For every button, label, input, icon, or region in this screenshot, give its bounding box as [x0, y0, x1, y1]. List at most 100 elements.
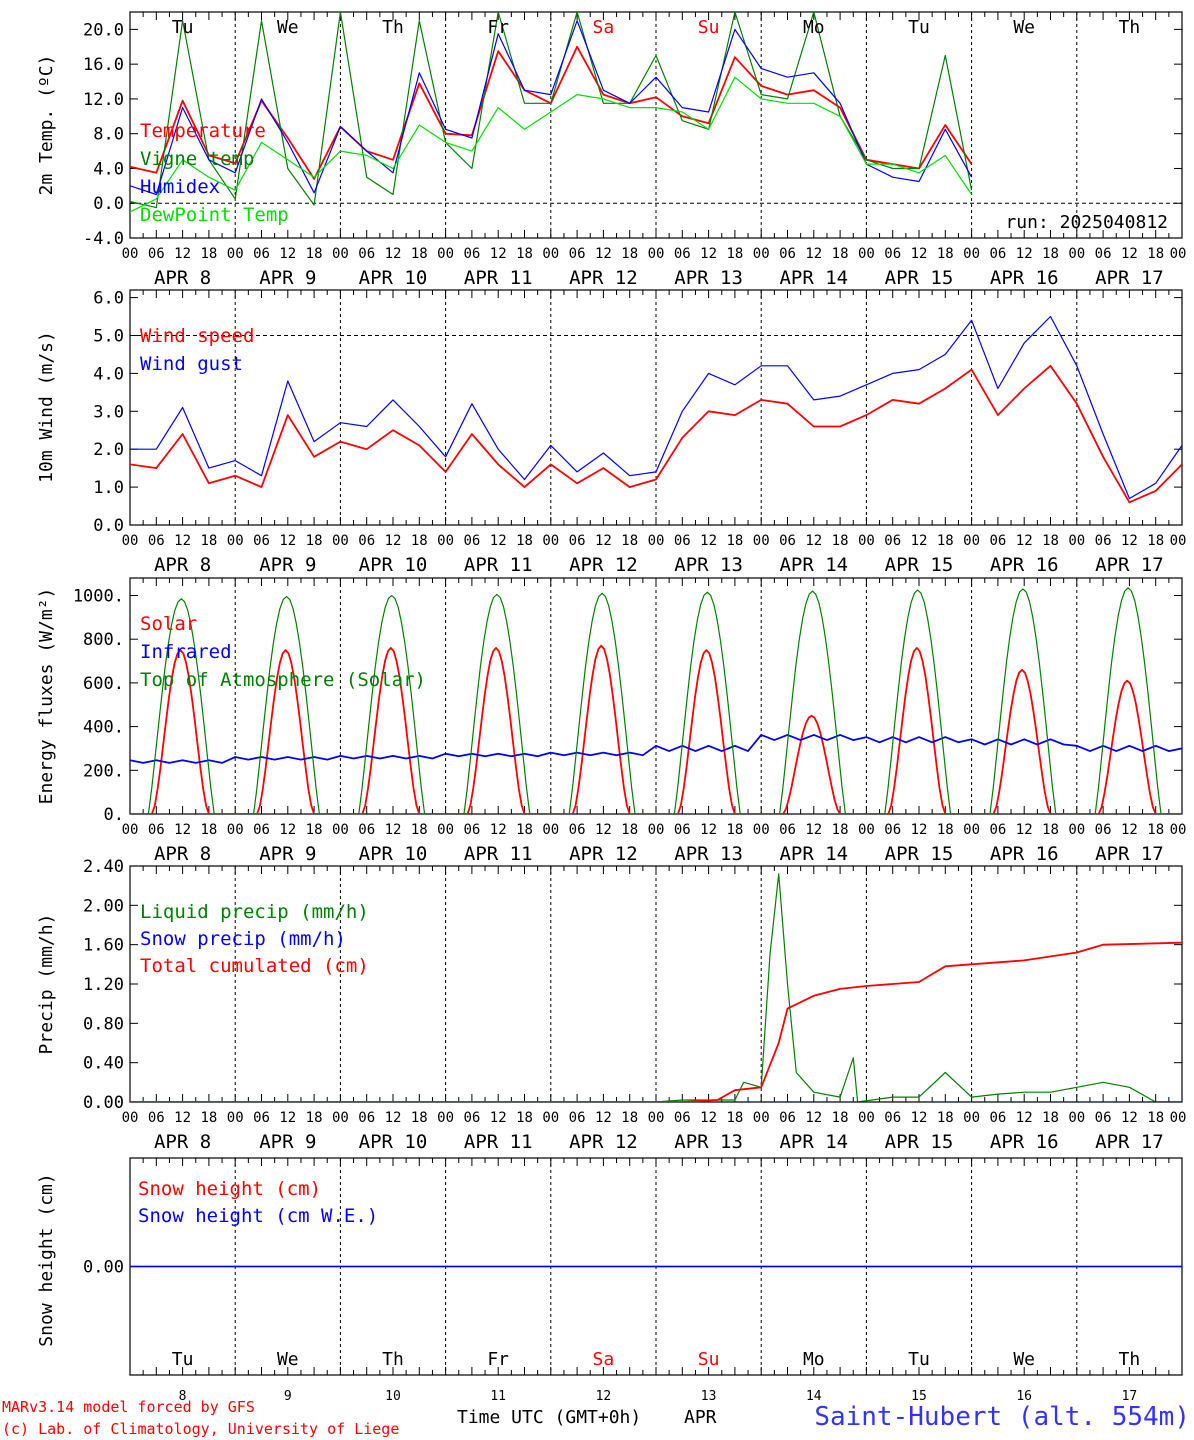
hour-tick-label: 12: [1121, 1110, 1138, 1126]
month-label: APR: [684, 1407, 717, 1428]
hour-tick-label: 06: [674, 246, 691, 262]
hour-tick-label: 06: [253, 1110, 270, 1126]
hour-tick-label: 18: [306, 533, 323, 549]
y-tick-label: 0.80: [83, 1014, 124, 1034]
hour-tick-label: 06: [884, 1110, 901, 1126]
day-number-label: 13: [701, 1389, 717, 1404]
series-layer: [130, 587, 1182, 814]
hour-tick-label: 00: [1170, 533, 1187, 549]
hour-tick-label: 06: [884, 822, 901, 838]
hour-tick-label: 18: [411, 1110, 428, 1126]
date-label: APR 13: [674, 843, 743, 865]
y-tick-label: 0.40: [83, 1054, 124, 1074]
hour-tick-label: 12: [385, 533, 402, 549]
legend-entry: Wind gust: [140, 353, 243, 375]
hour-tick-label: 12: [279, 533, 296, 549]
day-number-label: 15: [911, 1389, 927, 1404]
weekday-label: Su: [698, 1349, 720, 1370]
day-number-label: 12: [596, 1389, 612, 1404]
weekday-label: Fr: [487, 1349, 509, 1370]
hour-tick-label: 00: [542, 822, 559, 838]
weekday-label: Tu: [908, 17, 930, 38]
hour-tick-label: 12: [385, 246, 402, 262]
hour-tick-label: 06: [253, 533, 270, 549]
hour-tick-label: 06: [463, 1110, 480, 1126]
date-label: APR 17: [1095, 1131, 1164, 1153]
hour-tick-label: 12: [279, 246, 296, 262]
hour-tick-label: 12: [595, 533, 612, 549]
hour-tick-label: 12: [805, 533, 822, 549]
y-tick-label: 0.0: [93, 516, 124, 536]
weekday-label: Th: [1119, 17, 1141, 38]
hour-tick-label: 00: [437, 1110, 454, 1126]
y-tick-label: 1.60: [83, 936, 124, 956]
hour-tick-label: 06: [1095, 533, 1112, 549]
hour-tick-label: 06: [463, 246, 480, 262]
date-label: APR 9: [259, 554, 316, 576]
y-tick-label: 1000.: [73, 586, 124, 606]
series-wind-gust: [130, 315, 1182, 500]
hour-tick-label: 12: [490, 822, 507, 838]
y-tick-label: 16.0: [83, 55, 124, 75]
weekday-label: Th: [382, 1349, 404, 1370]
hour-tick-label: 18: [306, 246, 323, 262]
y-tick-label: 0.00: [83, 1258, 124, 1278]
hour-tick-label: 06: [148, 246, 165, 262]
date-label: APR 9: [259, 267, 316, 289]
date-label: APR 16: [990, 843, 1059, 865]
date-label: APR 8: [154, 1131, 211, 1153]
y-axis-label: 10m Wind (m/s): [36, 331, 57, 483]
date-label: APR 13: [674, 554, 743, 576]
hour-tick-label: 18: [621, 1110, 638, 1126]
hour-tick-label: 00: [1068, 1110, 1085, 1126]
hour-tick-label: 00: [437, 246, 454, 262]
hour-tick-label: 06: [358, 246, 375, 262]
hour-tick-label: 06: [779, 533, 796, 549]
hour-tick-label: 00: [542, 1110, 559, 1126]
hour-tick-label: 00: [1170, 246, 1187, 262]
hour-tick-label: 18: [200, 533, 217, 549]
hour-tick-label: 06: [989, 533, 1006, 549]
hour-tick-label: 06: [779, 246, 796, 262]
hour-tick-label: 18: [726, 1110, 743, 1126]
date-label: APR 13: [674, 267, 743, 289]
hour-tick-label: 18: [726, 822, 743, 838]
hour-tick-label: 06: [463, 822, 480, 838]
hour-tick-label: 00: [648, 822, 665, 838]
series-layer: [130, 873, 1182, 1102]
hour-tick-label: 06: [569, 822, 586, 838]
hour-tick-label: 00: [963, 533, 980, 549]
hour-tick-label: 12: [174, 1110, 191, 1126]
weekday-label: Tu: [172, 1349, 194, 1370]
hour-tick-label: 00: [648, 246, 665, 262]
y-tick-label: -4.0: [83, 229, 124, 249]
hour-tick-label: 00: [858, 533, 875, 549]
weekday-label: We: [277, 17, 299, 38]
hour-tick-label: 12: [279, 1110, 296, 1126]
hour-tick-label: 00: [1068, 533, 1085, 549]
hour-tick-label: 18: [200, 822, 217, 838]
weekday-label: Tu: [908, 1349, 930, 1370]
weekday-label: Tu: [172, 17, 194, 38]
weekday-label: We: [277, 1349, 299, 1370]
legend-entry: Wind speed: [140, 325, 254, 347]
hour-tick-label: 00: [332, 533, 349, 549]
hour-tick-label: 06: [674, 822, 691, 838]
date-label: APR 17: [1095, 843, 1164, 865]
hour-tick-label: 00: [858, 822, 875, 838]
hour-tick-label: 00: [122, 1110, 139, 1126]
hour-tick-label: 12: [174, 822, 191, 838]
legend-entry: DewPoint Temp: [140, 204, 289, 226]
hour-tick-label: 12: [174, 246, 191, 262]
hour-tick-label: 00: [332, 246, 349, 262]
hour-tick-label: 12: [805, 822, 822, 838]
hour-tick-label: 00: [122, 246, 139, 262]
date-label: APR 10: [359, 1131, 428, 1153]
y-axis-label: 2m Temp. (ºC): [36, 55, 57, 196]
legend-entry: Liquid precip (mm/h): [140, 901, 369, 923]
hour-tick-label: 18: [1147, 822, 1164, 838]
date-label: APR 9: [259, 843, 316, 865]
series-top-of-atmosphere-solar-: [130, 587, 1182, 814]
hour-tick-label: 00: [542, 246, 559, 262]
date-label: APR 13: [674, 1131, 743, 1153]
